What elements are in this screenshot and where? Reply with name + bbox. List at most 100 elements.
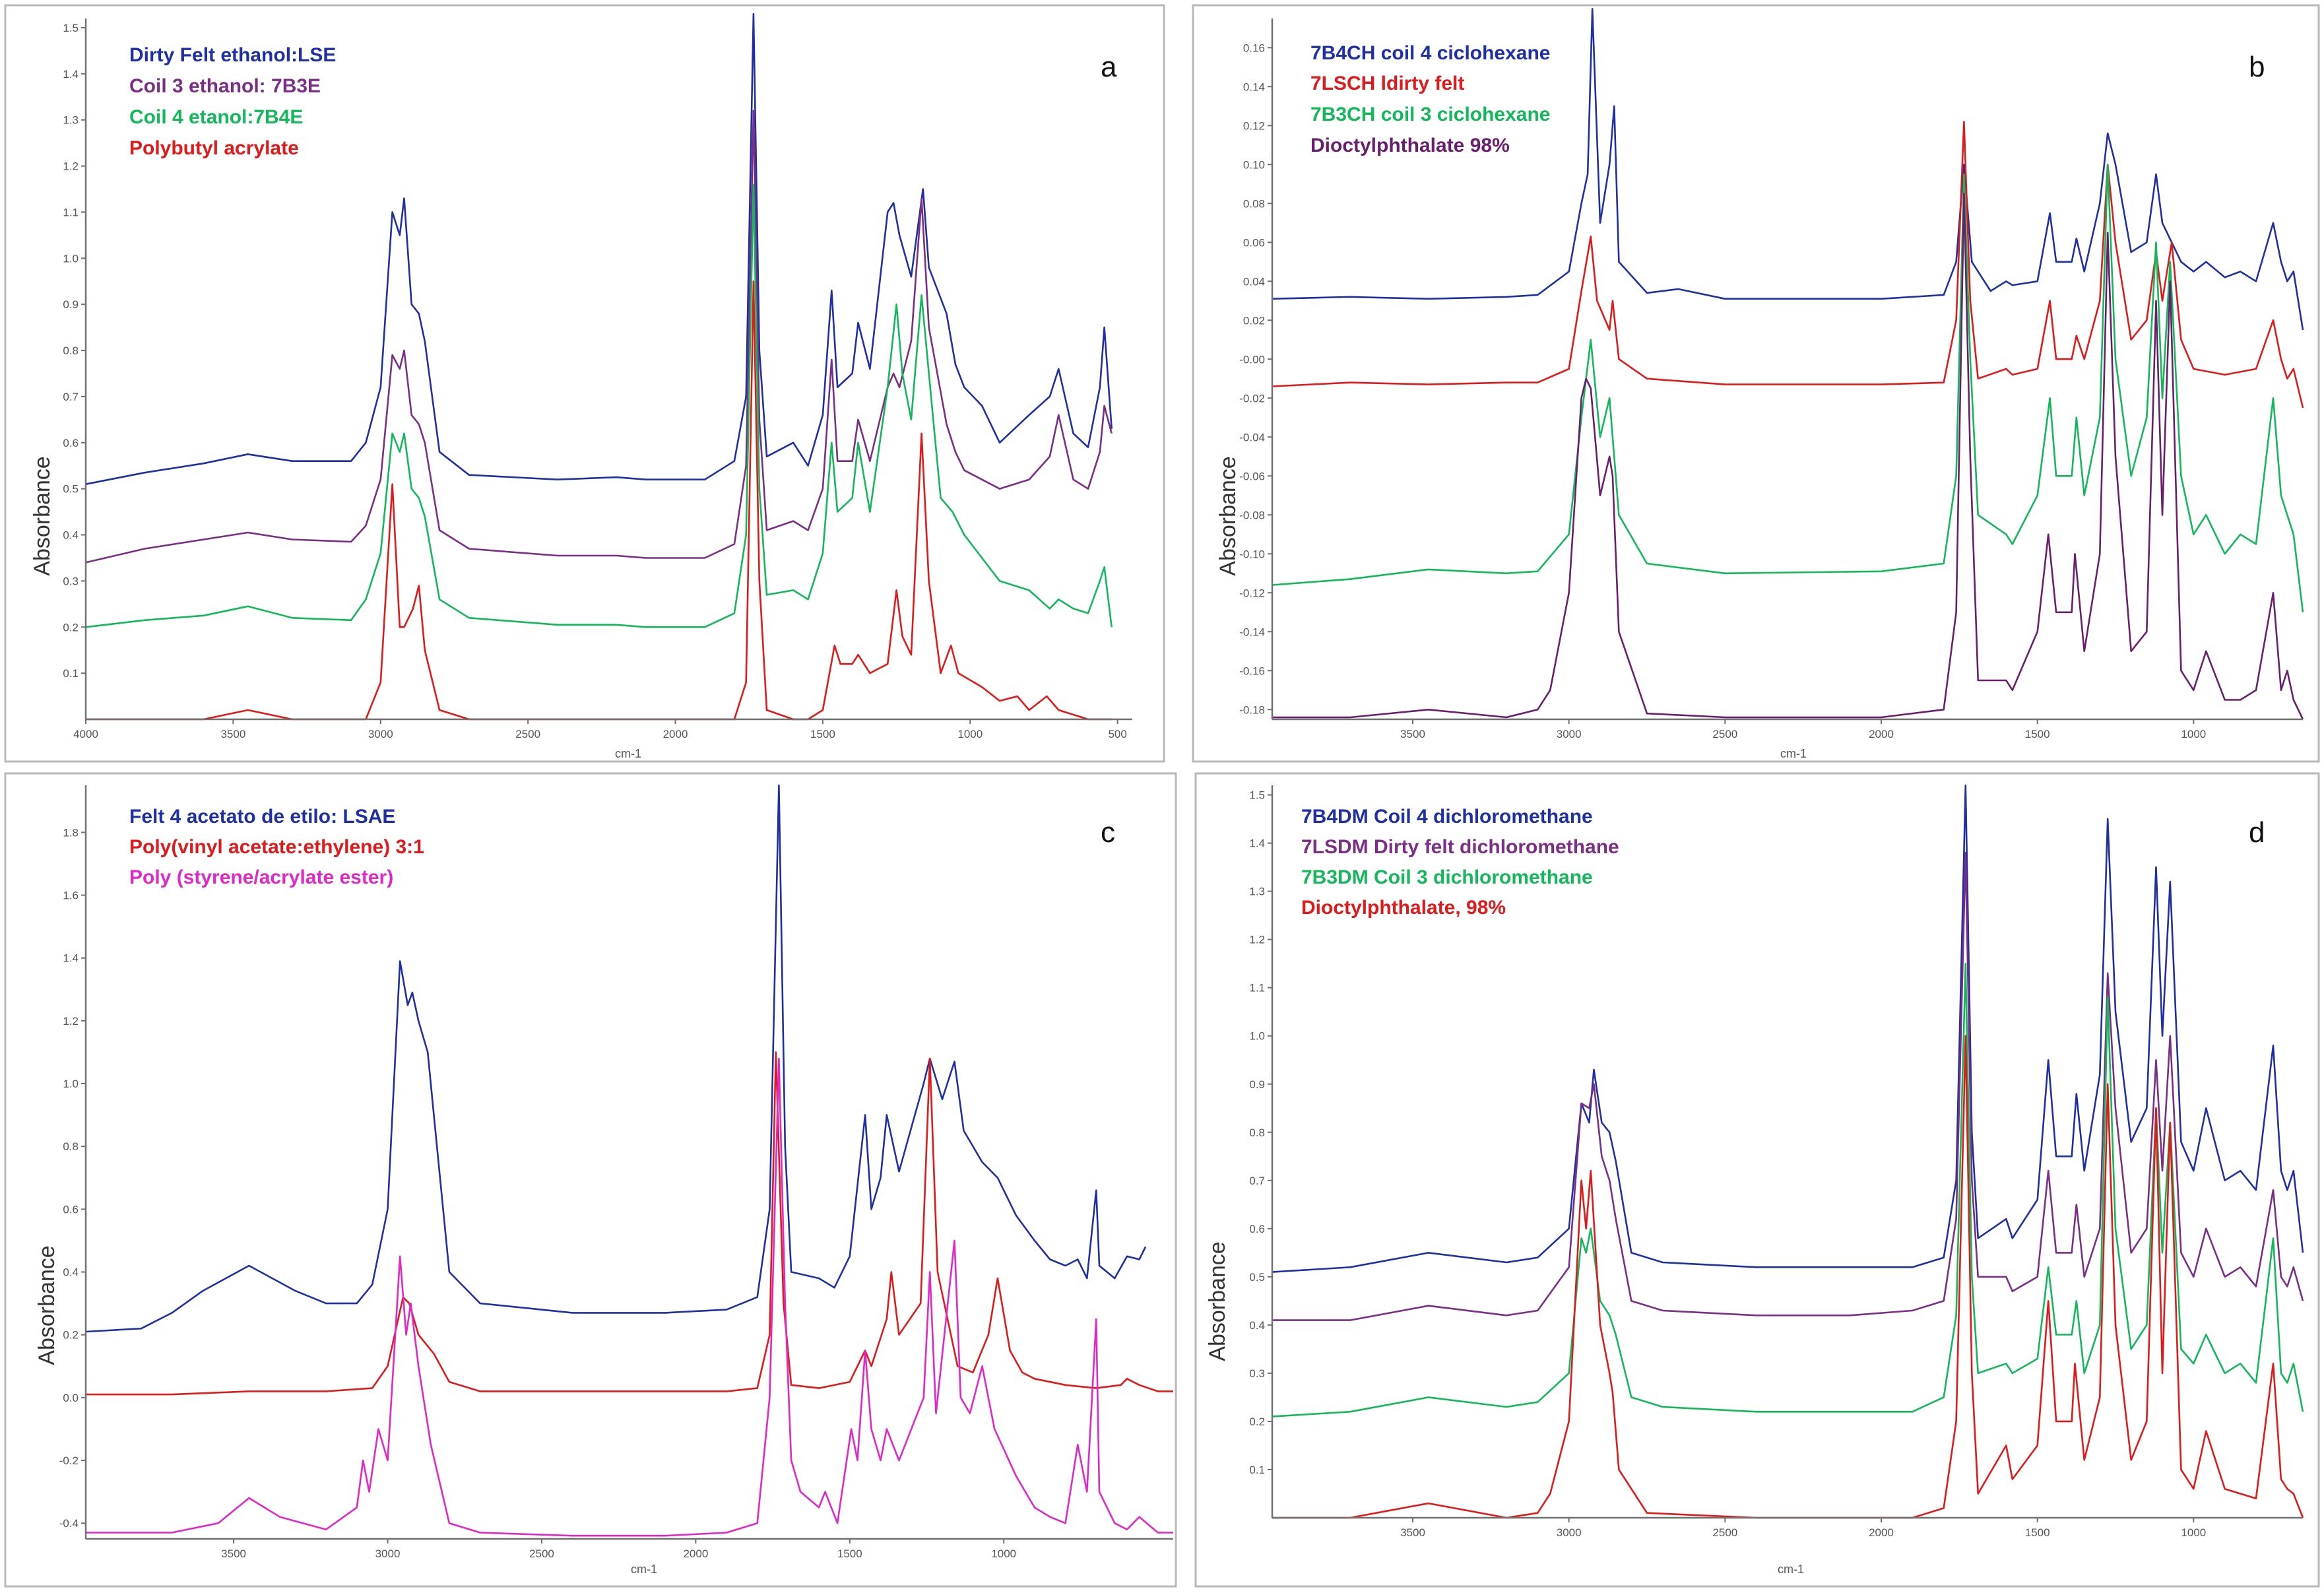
panel-d-series-group [1272, 784, 2304, 1519]
panel-b-y-tick-label: -0.00 [1239, 353, 1265, 366]
panel-d-y-tick-label: 1.4 [1249, 837, 1265, 850]
panel-b-y-tick-label: 0.08 [1243, 197, 1265, 210]
panel-b-series-1-line [1272, 8, 2304, 331]
panel-a-y-tick-label: 0.2 [63, 621, 79, 634]
panel-a-series-2-line [85, 110, 1113, 564]
panel-c: Absorbance cm-1 -0.4 -0.2 0.0 0.2 0.4 0.6 0.8 1… [4, 772, 1177, 1588]
panel-d-y-tick-label: 0.9 [1249, 1078, 1265, 1091]
panel-c-series-3-line [86, 1057, 1173, 1537]
panel-b-ylabel: Absorbance [1215, 456, 1241, 575]
panel-d-legend-item-4: Dioctylphthalate, 98% [1301, 897, 1506, 919]
panel-d-letter: d [2249, 816, 2265, 849]
panel-d-y-tick-label: 0.3 [1249, 1367, 1265, 1380]
panel-b-y-tick-label: -0.10 [1239, 548, 1265, 560]
panel-c-xlabel: cm-1 [631, 1563, 657, 1576]
panel-c-y-tick-label: 0.0 [63, 1392, 79, 1404]
panel-d-y-tick-label: 0.4 [1249, 1319, 1265, 1332]
panel-a-xlabel: cm-1 [615, 747, 641, 760]
panel-b-series-4-line [1272, 193, 2304, 720]
panel-b-legend-item-1: 7B4CH coil 4 ciclohexane [1310, 42, 1551, 64]
panel-c-y-tick-label: 0.6 [63, 1203, 79, 1216]
panel-b-legend-item-4: Dioctylphthalate 98% [1310, 135, 1510, 156]
panel-c-x-tick-label: 3000 [375, 1547, 401, 1560]
panel-c-x-tick-label: 1500 [837, 1547, 862, 1560]
panel-b-x-tick-label: 1500 [2025, 728, 2050, 740]
panel-d-y-tick-label: 1.0 [1249, 1030, 1265, 1043]
panel-a-y-tick-label: 0.9 [63, 298, 79, 311]
panel-c-y-tick-label: 1.6 [63, 890, 79, 902]
panel-a-legend-item-4: Polybutyl acrylate [129, 137, 299, 159]
panel-a-x-tick-label: 3000 [368, 728, 393, 740]
panel-b-y-tick-label: 0.04 [1243, 275, 1265, 288]
panel-d-y-tick-label: 1.5 [1249, 789, 1265, 802]
panel-b-legend-item-3: 7B3CH coil 3 ciclohexane [1310, 104, 1551, 125]
panel-b-y-tick-label: 0.10 [1243, 158, 1265, 171]
panel-a-y-tick-label: 1.4 [63, 68, 79, 81]
panel-c-letter: c [1101, 816, 1115, 849]
panel-a-y-tick-label: 0.4 [63, 529, 79, 542]
panel-b-x-tick-label: 2000 [1869, 728, 1894, 740]
panel-c-legend-item-2: Poly(vinyl acetate:ethylene) 3:1 [129, 836, 424, 858]
panel-c-series-group [85, 784, 1173, 1537]
panel-a-y-tick-label: 0.7 [63, 391, 79, 403]
panel-a-x-tick-label: 3500 [220, 728, 245, 740]
panel-d-y-tick-label: 1.1 [1249, 982, 1265, 994]
panel-b: Absorbance cm-1 -0.18 -0.16 -0.14 -0.12 -0.1… [1192, 4, 2320, 763]
panel-c-y-tick-label: -0.4 [59, 1517, 79, 1530]
panel-c-legend: Felt 4 acetato de etilo: LSAE Poly(vinyl… [129, 806, 424, 888]
panel-b-y-tick-label: -0.14 [1239, 626, 1265, 638]
panel-d-x-tick-label: 1000 [2181, 1526, 2206, 1539]
panel-a-y-tick-label: 1.1 [63, 206, 79, 218]
panel-d-y-tick-label: 0.8 [1249, 1126, 1265, 1139]
panel-c-x-tick-label: 1000 [991, 1547, 1016, 1560]
panel-a-legend-item-2: Coil 3 ethanol: 7B3E [129, 75, 321, 97]
panel-a-x-tick-label: 1500 [810, 728, 835, 740]
panel-d-series-2-line [1272, 851, 2304, 1321]
panel-d-y-tick-label: 0.6 [1249, 1223, 1265, 1235]
panel-a: Absorbance cm-1 0.1 0.2 0.3 0.4 0.5 0.6 0.7 0.8… [4, 4, 1165, 763]
panel-a-border [4, 4, 1165, 763]
panel-d-y-tick-label: 1.2 [1249, 934, 1265, 946]
panel-b-y-tick-label: -0.08 [1239, 509, 1265, 521]
panel-a-y-tick-label: 1.0 [63, 252, 79, 265]
panel-b-x-tick-label: 3500 [1400, 728, 1425, 740]
panel-a-ylabel: Absorbance [30, 456, 55, 575]
panel-b-x-tick-label: 3000 [1557, 728, 1582, 740]
panel-d-series-4-line [1272, 1035, 2304, 1519]
panel-d-y-tick-label: 0.7 [1249, 1175, 1265, 1187]
panel-b-x-tick-label: 2500 [1712, 728, 1737, 740]
panel-d-legend-item-2: 7LSDM Dirty felt dichloromethane [1301, 836, 1619, 858]
panel-b-legend-item-2: 7LSCH ldirty felt [1310, 73, 1464, 94]
panel-c-y-tick-label: 0.8 [63, 1140, 79, 1153]
panel-d-series-1-line [1272, 784, 2304, 1273]
panel-b-letter: b [2249, 51, 2265, 83]
panel-a-series-3-line [85, 183, 1113, 628]
panel-d-y-tick-label: 0.5 [1249, 1271, 1265, 1284]
panel-a-legend-item-3: Coil 4 etanol:7B4E [129, 106, 303, 128]
panel-a-x-tick-label: 2500 [515, 728, 540, 740]
panel-d-ylabel: Absorbance [1205, 1241, 1230, 1361]
panel-a-legend-item-1: Dirty Felt ethanol:LSE [129, 44, 336, 66]
panel-d-x-tick-label: 3000 [1557, 1526, 1582, 1539]
panel-b-y-tick-label: 0.06 [1243, 236, 1265, 249]
panel-b-series-2-line [1272, 121, 2304, 408]
panel-a-y-tick-label: 1.2 [63, 160, 79, 173]
panel-c-ylabel: Absorbance [34, 1245, 59, 1365]
panel-d-y-tick-label: 0.2 [1249, 1415, 1265, 1428]
panel-c-y-tick-label: 1.4 [63, 952, 79, 965]
panel-d-x-tick-label: 3500 [1400, 1526, 1425, 1539]
panel-a-y-tick-label: 1.3 [63, 114, 79, 127]
panel-b-legend: 7B4CH coil 4 ciclohexane 7LSCH ldirty fe… [1310, 42, 1551, 156]
panel-a-x-tick-label: 2000 [663, 728, 688, 740]
panel-c-legend-item-3: Poly (styrene/acrylate ester) [129, 866, 393, 888]
panel-a-legend: Dirty Felt ethanol:LSE Coil 3 ethanol: 7… [129, 44, 336, 159]
panel-a-x-tick-label: 4000 [73, 728, 98, 740]
panel-b-series-3-line [1272, 163, 2304, 612]
panel-c-legend-item-1: Felt 4 acetato de etilo: LSAE [129, 806, 395, 828]
panel-d-x-tick-label: 2000 [1869, 1526, 1894, 1539]
panel-a-y-tick-label: 0.6 [63, 437, 79, 449]
panel-b-y-tick-label: -0.12 [1239, 587, 1265, 599]
panel-a-series-4-line [86, 280, 1112, 721]
panel-a-y-tick-label: 0.8 [63, 344, 79, 357]
